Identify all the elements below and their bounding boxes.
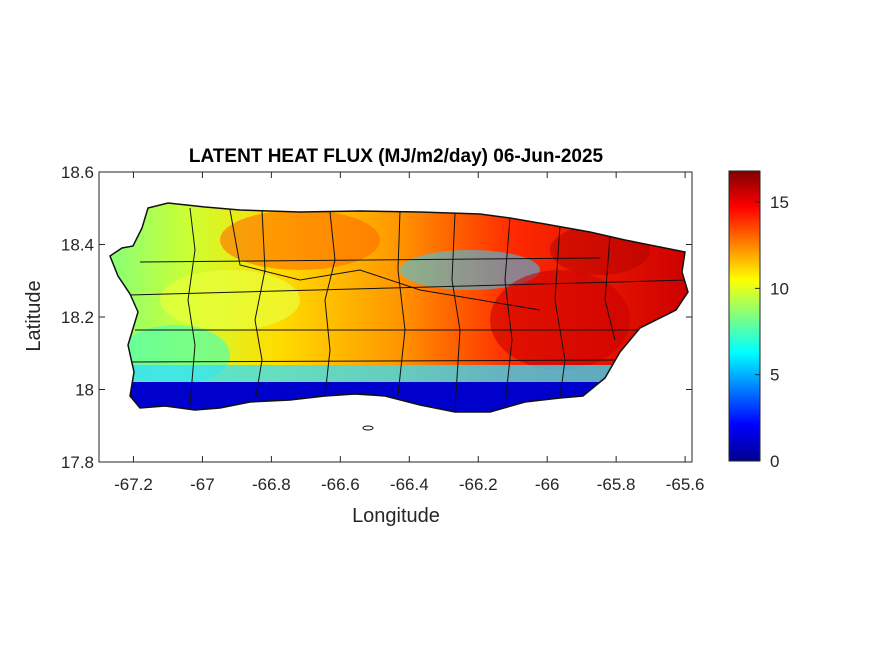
colorbar-tick-label: 0 xyxy=(770,452,779,471)
y-tick-label: 17.8 xyxy=(61,453,94,472)
x-axis-label: Longitude xyxy=(352,505,440,527)
y-tick-label: 18.6 xyxy=(61,163,94,182)
islet-shape xyxy=(362,425,374,431)
x-tick-label: -66.2 xyxy=(459,475,498,494)
y-axis-label: Latitude xyxy=(23,280,45,351)
x-tick-label: -66 xyxy=(535,475,560,494)
y-tick-label: 18.2 xyxy=(61,308,94,327)
colorbar xyxy=(728,170,761,462)
x-tick-label: -65.6 xyxy=(666,475,705,494)
chart-title: LATENT HEAT FLUX (MJ/m2/day) 06-Jun-2025 xyxy=(189,146,604,167)
y-axis: 17.8 18 18.2 18.4 18.6 xyxy=(61,163,692,472)
x-tick-label: -67 xyxy=(190,475,215,494)
y-tick-label: 18.4 xyxy=(61,236,94,255)
colorbar-tick-label: 5 xyxy=(770,366,779,385)
municipality-borders xyxy=(129,207,688,411)
y-tick-label: 18 xyxy=(75,381,94,400)
x-tick-label: -66.6 xyxy=(321,475,360,494)
x-tick-label: -67.2 xyxy=(114,475,153,494)
colorbar-tick-label: 15 xyxy=(770,193,789,212)
x-tick-label: -66.8 xyxy=(252,475,291,494)
x-tick-label: -66.4 xyxy=(390,475,429,494)
colorbar-tick-label: 10 xyxy=(770,279,789,298)
colorbar-ticks: 0 5 10 15 xyxy=(755,193,789,471)
x-axis: -67.2 -67 -66.8 -66.6 -66.4 -66.2 -66 -65.8 -65.… xyxy=(114,172,704,494)
x-tick-label: -65.8 xyxy=(597,475,636,494)
